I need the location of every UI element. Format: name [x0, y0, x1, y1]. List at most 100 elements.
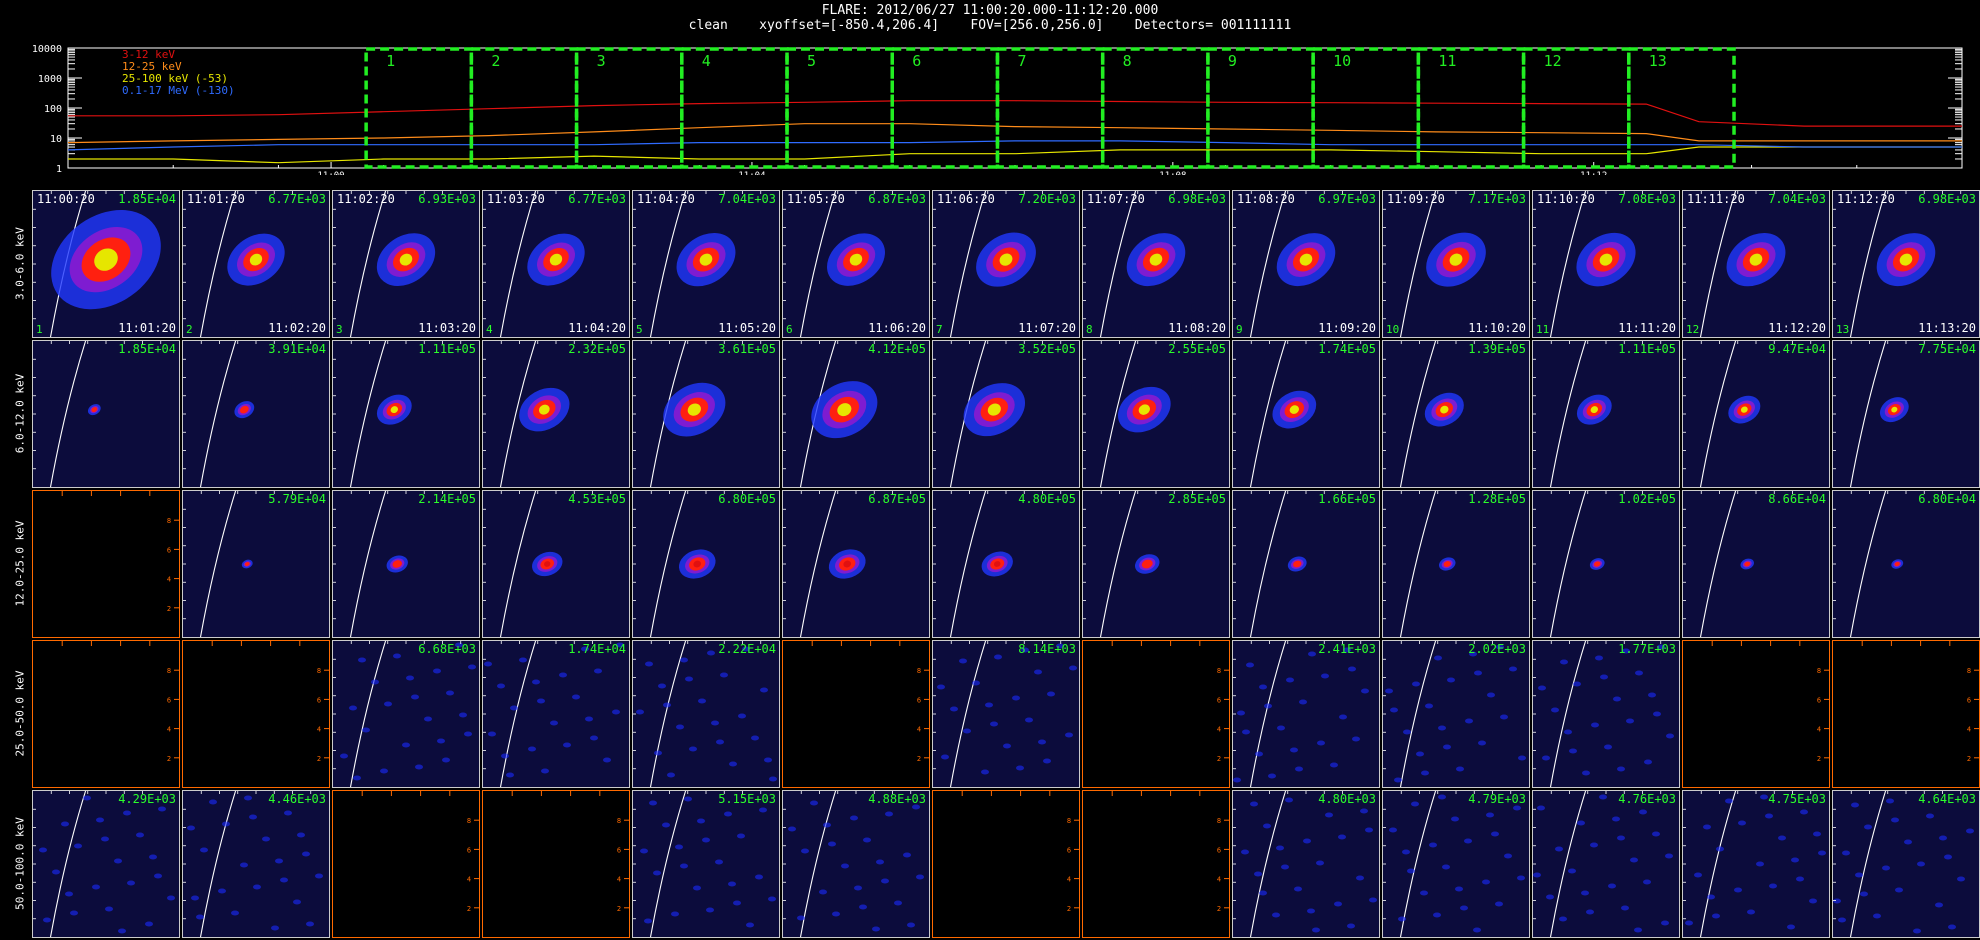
noise-blob [876, 859, 884, 865]
source-core [1443, 561, 1451, 567]
empty-axis-label: 4 [167, 576, 171, 584]
noise-blob [863, 837, 871, 843]
source [1126, 233, 1186, 287]
source [386, 555, 408, 573]
source-core [1894, 561, 1900, 567]
noise-blob [1635, 670, 1643, 676]
solar-limb [1699, 191, 1737, 337]
image-panel: 2.41E+03 [1232, 640, 1380, 788]
source-peak [538, 404, 550, 415]
noise-blob [788, 826, 796, 832]
noise-blob [1442, 864, 1450, 870]
source [981, 551, 1013, 577]
panel-plot [633, 791, 776, 937]
noise-blob [1321, 673, 1329, 679]
max-value-label: 6.77E+03 [268, 192, 326, 206]
noise-blob [689, 746, 697, 752]
max-value-label: 6.97E+03 [1318, 192, 1376, 206]
image-panel: 7.08E+03 11:10:20 11:11:20 11 [1532, 190, 1680, 338]
y-tick-label: 10 [50, 134, 62, 145]
noise-blob [1639, 809, 1647, 815]
panel-plot [783, 791, 924, 937]
noise-blob [1586, 909, 1594, 915]
noise-blob [1842, 850, 1850, 856]
noise-blob [1716, 846, 1724, 852]
interval-number-label: 10 [1386, 323, 1400, 336]
noise-blob [1478, 740, 1486, 746]
start-time-label: 11:00:20 [37, 192, 95, 206]
noise-blob [271, 925, 279, 931]
image-panel: 6.77E+03 11:03:20 11:04:20 4 [482, 190, 630, 338]
source [1426, 232, 1486, 287]
noise-blob [1533, 872, 1541, 878]
source [811, 381, 878, 439]
source [87, 404, 101, 416]
empty-axis-label: 6 [167, 696, 171, 704]
noise-blob [1394, 777, 1402, 783]
image-panel: 4.64E+03 [1832, 790, 1980, 938]
noise-blob [1509, 666, 1517, 672]
noise-blob [1573, 681, 1581, 687]
source-peak [399, 253, 413, 266]
max-value-label: 6.93E+03 [418, 192, 476, 206]
end-time-label: 11:07:20 [1018, 321, 1076, 335]
source [1879, 397, 1909, 423]
solar-limb [1849, 191, 1887, 337]
noise-blob [306, 921, 314, 927]
interval-number-label: 6 [786, 323, 793, 336]
panel-plot [333, 491, 462, 637]
noise-blob [1648, 692, 1656, 698]
max-value-label: 7.04E+03 [718, 192, 776, 206]
panel-plot [33, 791, 175, 937]
noise-blob [1569, 748, 1577, 754]
noise-blob [959, 658, 967, 664]
image-panel: 4.53E+05 [482, 490, 630, 638]
image-panel: 8.66E+04 [1682, 490, 1830, 638]
noise-blob [1369, 897, 1377, 903]
noise-blob [1500, 714, 1508, 720]
end-time-label: 11:12:20 [1768, 321, 1826, 335]
noise-blob [1513, 805, 1521, 811]
noise-blob [1277, 725, 1285, 731]
max-value-label: 4.79E+03 [1468, 792, 1526, 806]
noise-blob [1860, 891, 1868, 897]
noise-blob [1272, 912, 1280, 918]
noise-blob [1590, 842, 1598, 848]
noise-blob [118, 928, 126, 934]
source-peak [1289, 405, 1299, 414]
noise-blob [1360, 808, 1368, 814]
noise-blob [1747, 909, 1755, 915]
panel-plot [1683, 341, 1812, 487]
noise-blob [1966, 828, 1974, 834]
image-panel: 4.46E+03 [182, 790, 330, 938]
source [1576, 394, 1612, 425]
interval-box-12 [1521, 47, 1631, 169]
noise-blob [1403, 729, 1411, 735]
series-line-4 [67, 140, 1962, 151]
noise-blob [293, 899, 301, 905]
noise-blob [1712, 913, 1720, 919]
noise-blob [1348, 666, 1356, 672]
source [1876, 233, 1936, 287]
interval-number-label: 11 [1536, 323, 1550, 336]
noise-blob [532, 679, 540, 685]
noise-blob [684, 796, 692, 802]
noise-blob [912, 804, 920, 810]
start-time-label: 11:07:20 [1087, 192, 1145, 206]
panel-plot [483, 491, 612, 637]
end-time-label: 11:08:20 [1168, 321, 1226, 335]
empty-axis-label: 2 [1067, 905, 1071, 913]
noise-blob [537, 698, 545, 704]
image-panel: 2 4 6 8 [932, 790, 1080, 938]
noise-blob [167, 895, 175, 901]
noise-blob [541, 768, 549, 774]
empty-axis-label: 2 [617, 905, 621, 913]
image-panel: 4.80E+03 [1232, 790, 1380, 938]
noise-blob [1577, 820, 1585, 826]
noise-blob [1412, 681, 1420, 687]
interval-label-11: 11 [1438, 52, 1456, 70]
noise-blob [972, 680, 980, 686]
source-peak [687, 403, 701, 416]
solar-limb [349, 641, 387, 787]
noise-blob [446, 690, 454, 696]
